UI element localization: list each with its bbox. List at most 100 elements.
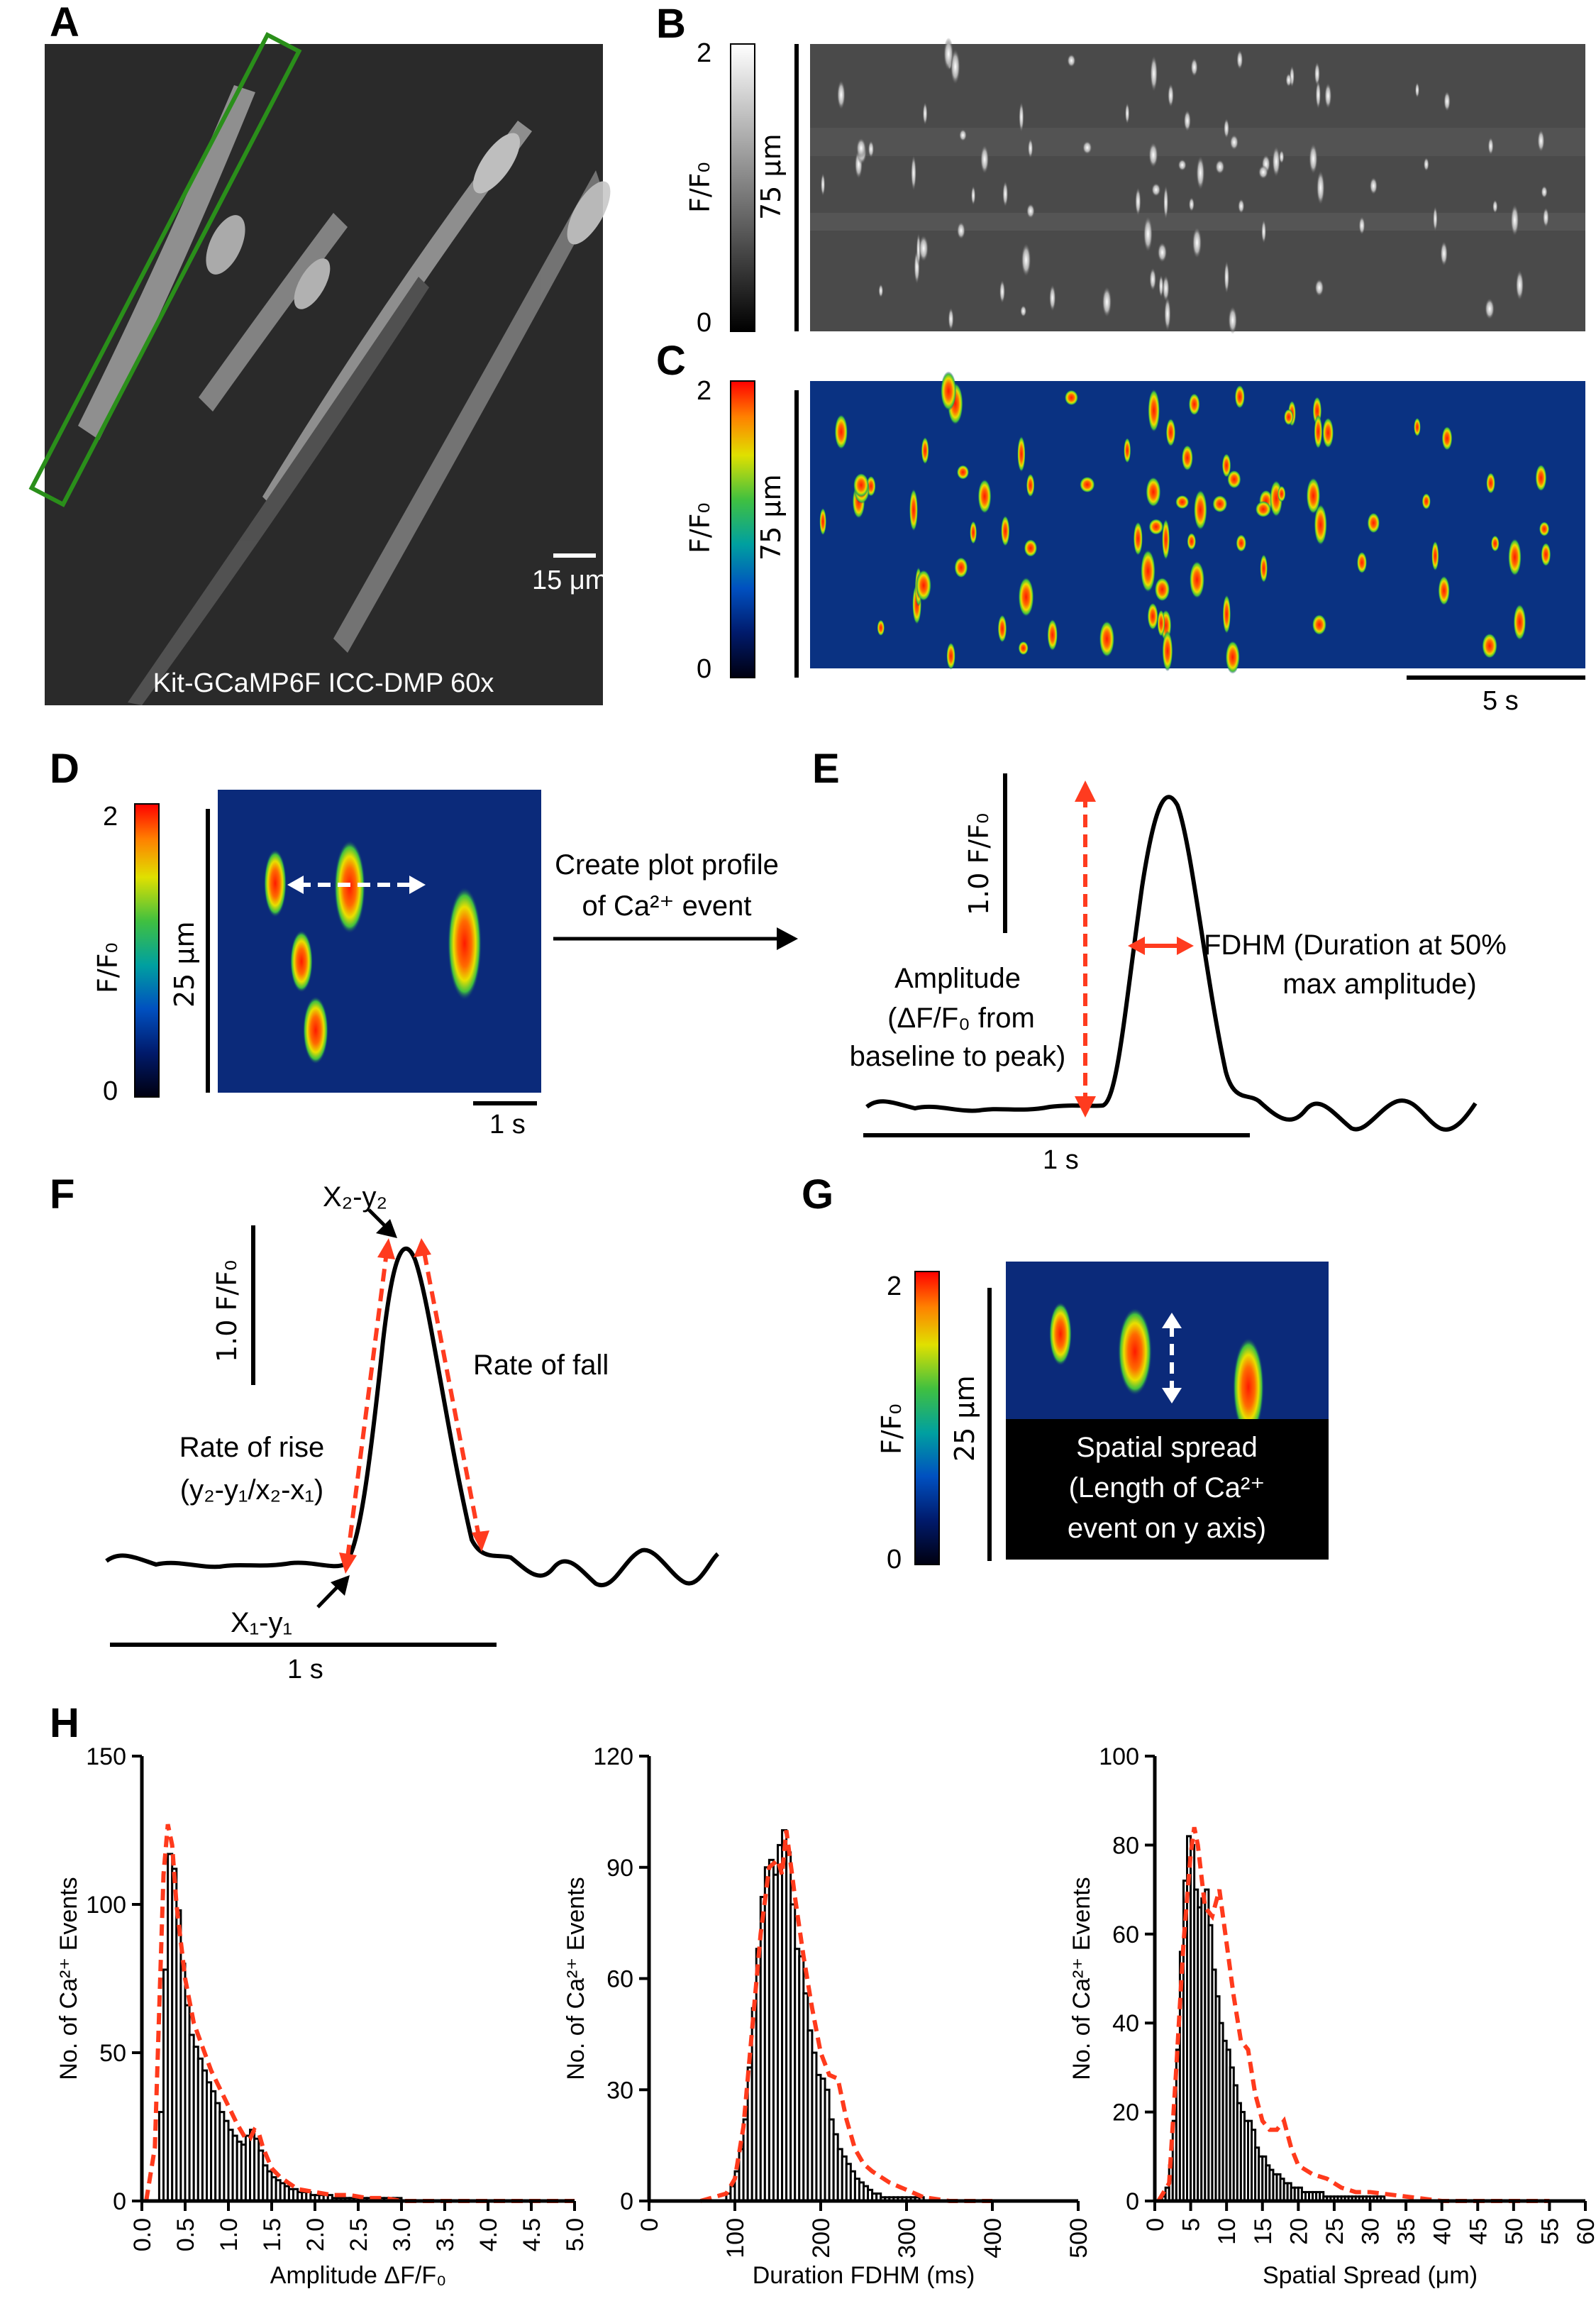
x-tick-label: 55 [1536,2218,1563,2245]
peak-label: X₂-y₂ [323,1181,387,1213]
x-tick-label: 300 [894,2218,921,2258]
kymo-b-event [1261,219,1266,243]
cbar-label-d: F/F₀ [92,942,123,993]
cbar-bottom-d: 0 [103,1076,118,1106]
kymo-b-event [1485,298,1495,320]
kymo-c-event [977,479,992,514]
kymo-c-event [1314,414,1323,449]
cbar-label-g: F/F₀ [876,1403,907,1455]
amp-line2: (ΔF/F₀ from [887,1003,1035,1034]
kymo-b-event [1315,80,1321,109]
kymo-b-event [922,101,928,126]
x-tick-label: 60 [1573,2218,1596,2245]
x-tick-label: 4.0 [475,2218,502,2251]
kymograph-c-events [819,371,1551,674]
fdhm-line2: max amplitude) [1282,969,1476,1000]
kymo-b-event [1543,207,1549,228]
kymo-b-event [943,37,954,71]
histogram-1: 0 50 100 150 0.0 0.5 1.0 1.5 2.0 2.5 3.0 3.5 4.0 4.5 5… [55,1743,589,2289]
rise-line2: (y₂-y₁/x₂-x₁) [180,1474,323,1506]
x-tick-label: 1.0 [216,2218,243,2251]
kymo-b-event [1414,82,1419,98]
kymo-b-event [1163,185,1169,220]
icc-cells [78,85,611,705]
y-tick-label: 60 [1112,1921,1139,1948]
kymo-b-event [1258,165,1268,180]
kymo-b-event [1151,183,1161,197]
x-tick-label: 2.5 [345,2218,372,2251]
kymo-c-event [1189,561,1205,599]
kymo-b-event [1143,216,1153,253]
x-tick-label: 200 [808,2218,835,2258]
scale-label-f: 1.0 F/F₀ [211,1260,243,1362]
scale-label-a: 15 μm [532,566,607,595]
panel-d: 2 0 F/F₀ 25 μm 1 s Create plot profile o… [92,790,798,1140]
fit-curve [1156,1826,1550,2203]
y-tick-label: 20 [1112,2100,1139,2126]
kymograph-b [810,44,1585,331]
kymo-b-event [1190,57,1198,77]
kymo-b-event [999,280,1005,304]
colorbar-jet-c [730,380,755,678]
y-axis-label: No. of Ca²⁺ Events [55,1877,82,2080]
panel-letter-d: D [50,746,79,792]
x-tick-label: 3.5 [432,2218,459,2251]
kymo-c-event [1312,614,1327,636]
kymo-b-event [1279,150,1285,164]
kymo-b-event [1196,155,1205,190]
kymo-b-event [1229,134,1238,150]
kymo-c-event [1188,393,1200,416]
kymo-b-event [971,185,976,206]
y-axis-label: No. of Ca²⁺ Events [563,1877,589,2080]
kymo-c-event [1026,473,1035,497]
kymo-b-event [1102,286,1112,318]
kymo-c-event [1260,553,1268,583]
y-tick-label: 0 [1126,2188,1139,2215]
kymo-c-event [1193,490,1207,531]
kymo-b-event [980,145,990,174]
kymo-b-event [1224,118,1229,139]
kymo-b-event [1215,160,1225,175]
kymo-c-event [1018,577,1034,617]
x-tick-label: 100 [722,2218,749,2258]
kymo-c-event [1322,417,1334,448]
arrow-text-2: of Ca²⁺ event [582,890,751,922]
panel-letter-e: E [812,746,840,792]
kymo-b-event [1049,285,1056,311]
kymo-c-event [921,436,929,465]
kymo-c-event [954,557,968,578]
kymo-c-event [1490,535,1500,552]
x-tick-label: 2.0 [302,2218,329,2251]
x-tick-label: 50 [1501,2218,1528,2245]
kymo-b-event [1541,185,1548,199]
panel-letter-h: H [50,1700,79,1746]
kymo-c-event [1124,437,1131,463]
fdhm-line1: FDHM (Duration at 50% [1204,929,1507,961]
kymo-c-event [1162,519,1170,561]
kymo-c-event [1513,604,1526,641]
kymo-c-event [1141,549,1156,593]
kymo-b-event [1358,216,1365,235]
kymo-b-event [1125,102,1130,124]
cbar-top-d: 2 [103,802,118,832]
cbar-label-b: F/F₀ [685,162,716,213]
kymo-b-event [1028,138,1033,158]
panel-letter-c: C [656,338,686,384]
panel-letter-a: A [50,0,79,45]
roi-rectangle [28,32,302,507]
time-label-f: 1 s [287,1655,323,1684]
y-tick-label: 100 [86,1892,126,1919]
time-label-c: 5 s [1483,686,1519,716]
kymo-c-event [1255,501,1272,518]
kymo-c-event [1422,493,1431,510]
kymo-c-event [1306,477,1321,514]
y-tick-label: 90 [606,1855,633,1882]
kymo-c-event [1024,539,1038,557]
kymo-b-event [1135,187,1141,216]
fit-curve [144,1824,575,2203]
panel-c: 2 0 F/F₀ 75 μm 5 s [685,371,1585,716]
kymo-c-event [1535,464,1547,492]
kymo-b-event [1164,297,1171,331]
